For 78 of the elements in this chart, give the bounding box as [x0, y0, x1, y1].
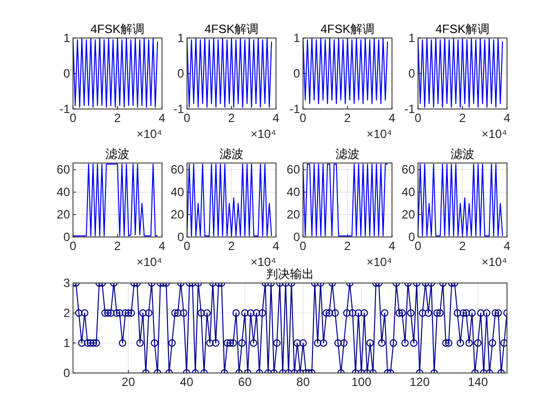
text: ×10⁴ [481, 255, 507, 269]
x-tick-label: 120 [410, 375, 430, 389]
chart-title: 4FSK解调 [435, 22, 490, 36]
text: ×10⁴ [366, 255, 392, 269]
x-tick-label: 4 [388, 111, 396, 125]
text: ×10⁴ [366, 127, 392, 141]
y-tick-label: 3 [63, 276, 70, 290]
x-tick-label: 4 [158, 239, 166, 253]
line-series [303, 38, 388, 104]
line-series [187, 164, 272, 236]
y-tick-label: 60 [402, 162, 416, 177]
y-tick-label: 1 [63, 336, 70, 350]
y-tick-label: 0 [408, 66, 416, 80]
chart-title: 4FSK解调 [320, 22, 375, 36]
y-tick-label: 20 [56, 208, 70, 222]
text: ×10⁴ [136, 127, 162, 141]
x-tick-label: 4 [272, 239, 280, 253]
x-tick-label: 2 [459, 111, 466, 125]
x-tick-label: 80 [296, 375, 310, 389]
x-tick-label: 2 [344, 239, 352, 253]
y-tick-label: -1 [404, 102, 416, 116]
y-tick-label: 0 [63, 230, 70, 244]
x-tick-label: 4 [504, 239, 511, 253]
line-series [418, 38, 504, 108]
x-tick-label: 2 [459, 239, 466, 253]
x-tick-label: 60 [238, 375, 252, 389]
y-tick-label: 1 [63, 31, 70, 45]
y-tick-label: 0 [177, 66, 184, 80]
x-tick-label: 2 [114, 239, 122, 253]
x-tick-label: 2 [114, 111, 122, 125]
y-tick-label: 40 [286, 185, 300, 200]
x-tick-label: 2 [228, 111, 236, 125]
y-tick-label: 1 [408, 31, 416, 45]
chart-title: 4FSK解调 [90, 22, 145, 36]
y-tick-label: 60 [56, 162, 70, 177]
chart-title: 滤波 [336, 147, 360, 161]
x-tick-label: 100 [351, 375, 372, 389]
y-tick-label: 0 [293, 230, 300, 244]
y-tick-label: 1 [293, 31, 300, 45]
text: ×10⁴ [481, 127, 507, 141]
chart-title: 滤波 [450, 147, 474, 161]
x-tick-label: 2 [228, 239, 236, 253]
y-tick-label: 20 [402, 208, 416, 222]
line-series [73, 164, 158, 236]
y-tick-label: 40 [56, 185, 70, 200]
line-series [418, 164, 504, 236]
y-tick-label: 20 [286, 208, 300, 222]
y-tick-label: 0 [177, 230, 184, 244]
x-tick-label: 4 [504, 111, 511, 125]
y-tick-label: 40 [170, 185, 184, 200]
y-tick-label: -1 [59, 102, 70, 116]
x-tick-label: 4 [158, 111, 166, 125]
y-tick-label: 40 [402, 185, 416, 200]
x-tick-label: 4 [272, 111, 280, 125]
line-series [73, 38, 158, 108]
y-tick-label: 60 [170, 162, 184, 177]
y-tick-label: 2 [63, 306, 70, 320]
y-tick-label: 20 [170, 208, 184, 222]
chart-title: 4FSK解调 [204, 22, 259, 36]
text: ×10⁴ [136, 255, 162, 269]
y-tick-label: 0 [63, 366, 70, 380]
y-tick-label: 0 [408, 230, 416, 244]
x-tick-label: 140 [468, 375, 488, 389]
x-tick-label: 2 [344, 111, 352, 125]
y-tick-label: 60 [286, 162, 300, 177]
x-tick-label: 4 [388, 239, 396, 253]
text: ×10⁴ [250, 127, 276, 141]
y-tick-label: -1 [289, 102, 300, 116]
chart-title: 滤波 [106, 147, 130, 161]
chart-title: 判决输出 [266, 267, 314, 281]
y-tick-label: -1 [173, 102, 184, 116]
x-tick-label: 20 [122, 375, 136, 389]
y-tick-label: 0 [293, 66, 300, 80]
chart-title: 滤波 [220, 147, 244, 161]
y-tick-label: 1 [177, 31, 184, 45]
text: ×10⁴ [250, 255, 276, 269]
y-tick-label: 0 [63, 66, 70, 80]
line-series [187, 38, 272, 108]
